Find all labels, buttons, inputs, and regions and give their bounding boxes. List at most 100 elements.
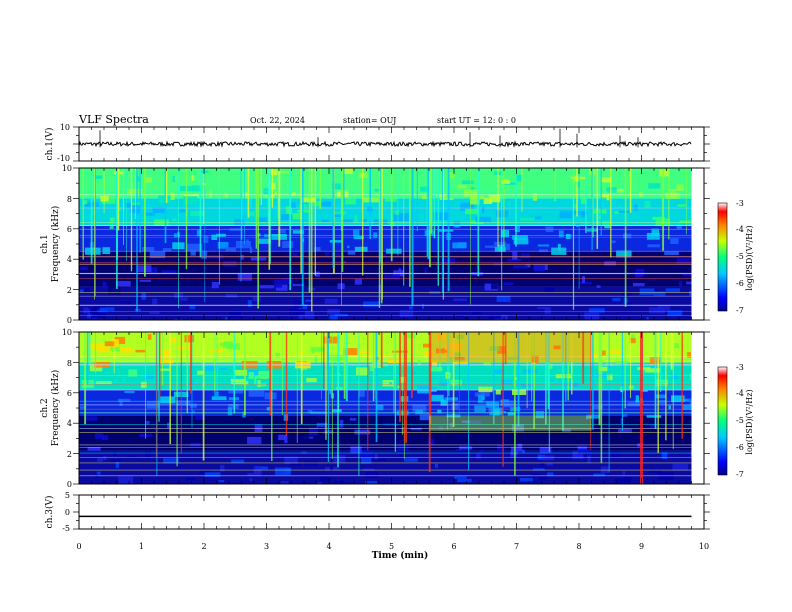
spec1-texture [259,285,275,289]
spec1-texture [513,238,529,245]
spec1-texture [281,277,293,285]
spec1-texture [633,204,638,211]
spec2-texture [89,343,105,350]
spec2-texture [449,423,453,428]
ch2-colorbar-tick-m6: -6 [736,443,744,452]
spec2-texture [614,478,628,484]
spec1-texture [507,258,522,262]
spec1-texture [332,211,347,215]
spec1-texture [544,307,551,314]
spec1-texture [399,310,414,317]
spec1-texture [653,291,666,296]
xtick-7: 7 [514,542,519,551]
spec2-texture [191,410,196,414]
spec2-texture [497,346,507,354]
spec2-texture [357,350,371,354]
spec1-texture [621,291,632,297]
spec1-texture [438,229,454,232]
ch1-ytick-bottom: -10 [57,154,70,163]
ch2-colorbar-tick-m3: -3 [736,363,744,372]
spec1-texture [384,255,397,263]
spec2-texture [159,356,174,364]
spec2-texture [382,380,394,387]
spec1-texture [170,192,175,200]
spec1-texture [278,228,286,234]
spec1-texture [183,196,198,205]
spec1-texture [347,250,356,255]
spec1-texture [324,298,338,304]
chart-title: VLF Spectra [78,113,149,126]
spec2-texture [323,336,340,344]
spec1-texture [619,260,628,266]
spec2-texture [477,401,493,404]
spec2-texture [412,404,427,412]
spec1-texture [314,271,320,277]
spec2-texture [247,436,262,444]
spec1-texture [572,176,580,182]
spec1-texture [665,288,680,292]
spec2-texture [160,368,170,371]
ch3-ytick-top: 5 [65,491,70,500]
spec1-texture [100,195,109,202]
spec1-texture [149,311,160,315]
spec1-texture [544,287,555,293]
ch1-waveform-spikes [99,128,639,148]
spec1-texture [172,218,177,221]
spec2-texture [254,378,257,385]
spec2-texture [495,389,501,395]
spec2-texture [167,422,170,429]
spec2-texture [204,365,218,371]
spec2-texture [649,470,662,474]
spec1-texture [676,258,691,265]
spec2-texture [176,346,192,349]
spec2-texture [537,454,545,460]
ch1-waveform-trace [78,140,692,148]
spec1-texture [179,209,188,213]
spec2-texture [163,458,179,464]
spec2-texture [620,386,624,393]
spec1-texture [682,273,693,276]
spec1-texture [340,219,353,224]
ch1-spectrogram-channel-label: ch.1 [40,234,50,253]
spec1-texture [189,304,196,310]
spec1-texture [606,187,617,193]
spec1-texture [345,198,356,205]
spec1-texture [686,281,692,285]
spec2-green-patch [429,415,592,431]
spec2-texture [610,350,621,354]
spec2-texture [230,379,247,384]
spec1-texture [604,261,617,266]
spec2-texture [479,449,484,453]
spec2-texture [119,399,123,406]
spec2-texture [209,350,223,353]
spec1-texture [593,209,607,214]
spec1-texture [676,226,682,229]
spec2-texture [361,457,372,464]
spec1-texture [652,216,665,221]
spec2-texture [521,449,525,453]
spec1-texture [576,180,580,188]
spec2-texture [360,450,373,458]
spec1-texture [131,202,140,205]
spec1-texture [582,276,585,283]
spec1-texture [237,273,252,281]
ch1-ytick-4: 4 [67,255,72,264]
spec2-texture [316,422,328,428]
spec1-texture [137,176,140,182]
xtick-10: 10 [699,542,709,551]
xtick-8: 8 [576,542,581,551]
spec1-texture [596,285,601,288]
spec1-texture [285,206,292,214]
spec2-texture [497,445,503,452]
spec1-texture [224,193,229,198]
spec1-texture [211,282,219,289]
spec1-texture [258,238,271,244]
spec2-texture [231,459,245,463]
spec1-texture [320,201,332,207]
spec2-texture [247,473,262,477]
spec1-texture [606,193,610,201]
spec1-texture [334,314,348,317]
spec1-texture [639,191,643,198]
spec2-texture [369,363,375,371]
spec2-texture [415,409,423,415]
